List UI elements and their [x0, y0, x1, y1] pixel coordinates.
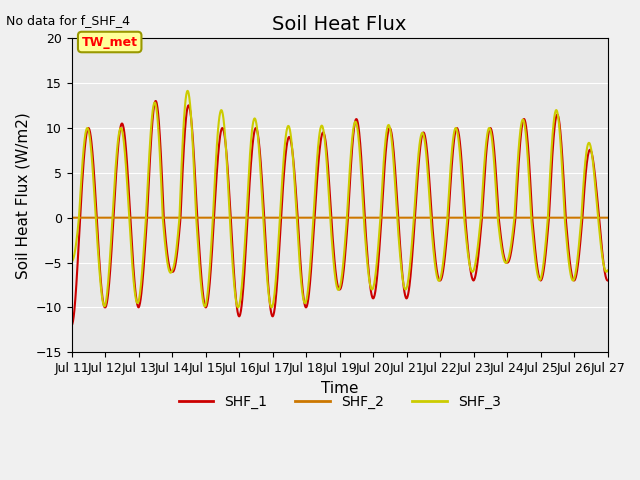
SHF_3	[268, 304, 275, 310]
SHF_1	[604, 277, 611, 283]
SHF_3	[184, 88, 191, 94]
SHF_3	[164, 261, 172, 266]
SHF_1	[342, 240, 350, 245]
SHF_1	[164, 255, 172, 261]
SHF_1	[68, 323, 76, 328]
Line: SHF_1: SHF_1	[72, 101, 607, 325]
SHF_3	[604, 267, 611, 273]
Legend: SHF_1, SHF_2, SHF_3: SHF_1, SHF_2, SHF_3	[173, 389, 506, 414]
SHF_2	[68, 215, 76, 221]
SHF_2	[342, 215, 349, 221]
SHF_3	[438, 270, 445, 276]
SHF_3	[311, 194, 319, 200]
SHF_1	[78, 187, 86, 193]
Line: SHF_3: SHF_3	[72, 91, 607, 307]
SHF_3	[570, 277, 577, 283]
SHF_2	[604, 215, 611, 221]
Text: No data for f_SHF_4: No data for f_SHF_4	[6, 14, 131, 27]
SHF_2	[310, 215, 318, 221]
SHF_2	[164, 215, 172, 221]
SHF_3	[342, 221, 350, 227]
SHF_1	[438, 276, 445, 282]
SHF_3	[68, 259, 76, 264]
SHF_1	[570, 277, 577, 283]
Text: TW_met: TW_met	[82, 36, 138, 48]
SHF_2	[78, 215, 86, 221]
SHF_3	[78, 170, 86, 176]
Title: Soil Heat Flux: Soil Heat Flux	[273, 15, 407, 34]
SHF_1	[152, 98, 159, 104]
SHF_2	[437, 215, 445, 221]
Y-axis label: Soil Heat Flux (W/m2): Soil Heat Flux (W/m2)	[15, 112, 30, 279]
SHF_2	[569, 215, 577, 221]
SHF_1	[310, 218, 318, 224]
X-axis label: Time: Time	[321, 381, 358, 396]
